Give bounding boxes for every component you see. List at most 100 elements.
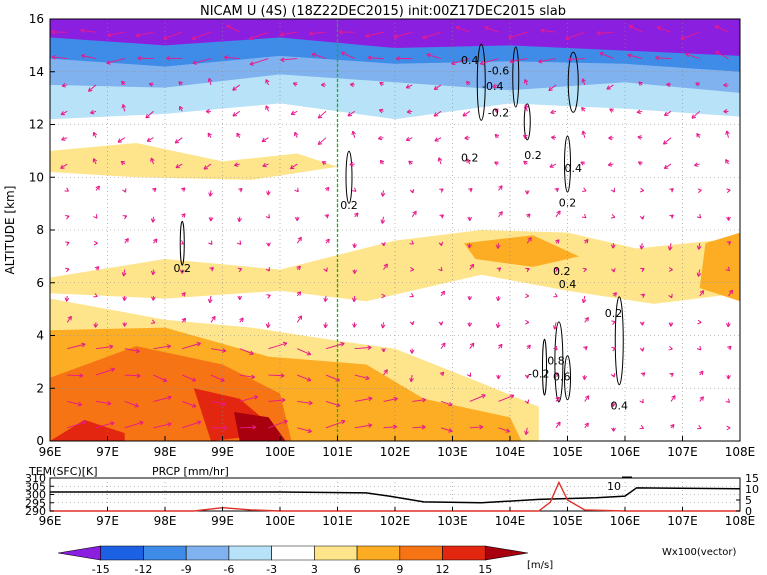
wind-vector	[669, 243, 672, 251]
wind-vector-head	[639, 215, 645, 220]
contour-line	[512, 46, 520, 108]
wind-vector-head	[524, 374, 530, 379]
wind-vector-head	[549, 163, 554, 168]
wind-vector	[226, 25, 240, 33]
wind-vector-head	[553, 346, 558, 351]
wind-vector-head	[524, 430, 529, 436]
contour-line	[564, 135, 571, 193]
wind-vector-head	[462, 112, 467, 117]
contour-label: -0.4	[482, 80, 503, 93]
wind-vector-head	[352, 297, 357, 303]
wind-vector-head	[696, 245, 702, 250]
wind-vector-head	[612, 292, 617, 297]
wind-vector	[325, 420, 346, 429]
wind-vector	[325, 342, 345, 350]
wind-vector	[714, 25, 729, 33]
precipitation-line	[50, 480, 740, 512]
wind-vector-head	[290, 164, 295, 170]
wind-vector-head	[80, 28, 85, 34]
wind-vector-head	[179, 269, 185, 274]
wind-vector-head	[481, 394, 486, 399]
wind-vector	[297, 374, 312, 382]
contour-line	[567, 51, 579, 113]
wind-vector-head	[64, 297, 70, 302]
wind-vector	[508, 31, 528, 39]
wind-vector-head	[441, 342, 446, 348]
wind-vector-head	[65, 215, 70, 220]
wind-vector	[469, 426, 483, 429]
wind-vector-head	[396, 56, 401, 61]
wind-vector-head	[611, 427, 616, 432]
wind-vector-head	[583, 346, 588, 351]
wind-vector	[549, 163, 557, 168]
contour-line	[614, 296, 624, 386]
wind-vector-head	[606, 85, 611, 90]
wind-vector-head	[662, 140, 668, 145]
wind-vector	[182, 400, 197, 408]
wind-vector-head	[351, 187, 357, 192]
wind-vector	[433, 84, 442, 90]
wind-vector-head	[638, 81, 643, 86]
wind-vector	[51, 56, 68, 60]
contour-labels: 0.4-0.6-0.4-0.20.2 0.20.40.20.20.2 0.20.40…	[174, 54, 629, 413]
wind-vector-head	[77, 401, 83, 407]
wind-vector	[232, 84, 241, 91]
wind-vector-head	[191, 35, 197, 41]
colorbar-cell	[271, 545, 315, 561]
wind-vector	[548, 84, 557, 91]
wind-vector-head	[548, 86, 553, 92]
x-tick-label: 97E	[96, 445, 119, 459]
surface-x-tick-label: 98E	[154, 514, 177, 528]
wind-vector-head	[250, 374, 256, 380]
wind-vector	[584, 395, 590, 402]
x-tick-label: 102E	[380, 445, 411, 459]
wind-vector-head	[122, 322, 128, 327]
y-tick-label: 6	[36, 276, 44, 290]
contour-line	[564, 355, 571, 401]
wind-vector-head	[191, 377, 197, 382]
wind-vector-head	[265, 323, 271, 328]
x-tick-label: 101E	[322, 445, 353, 459]
wind-vector-head	[527, 236, 532, 242]
wind-vector	[210, 400, 226, 405]
surface-x-tick-label: 96E	[39, 514, 62, 528]
wind-vector-head	[67, 315, 72, 321]
colorbar-cell	[356, 545, 401, 561]
surface-left-tick-label: 310	[25, 472, 46, 485]
wind-vector	[656, 26, 672, 33]
wind-vector-head	[208, 192, 213, 197]
wind-vector-head	[728, 289, 734, 295]
wind-vector	[354, 424, 373, 429]
contour-label: -0.2	[488, 107, 509, 120]
wind-vector	[469, 394, 486, 402]
contour-line	[554, 321, 564, 403]
wind-vector-head	[365, 33, 370, 38]
wind-vector-head	[95, 185, 100, 191]
surface-left-tick-label: 295	[25, 497, 46, 510]
wind-vector-head	[283, 419, 288, 425]
wind-vector	[95, 400, 112, 405]
wind-vector-head	[524, 293, 530, 299]
wind-vector-head	[439, 214, 444, 219]
wind-vector-head	[223, 425, 228, 431]
wind-vector-head	[51, 29, 56, 35]
wind-vector-head	[381, 241, 386, 247]
wind-vector-head	[655, 55, 660, 61]
wind-vector-head	[551, 135, 556, 140]
wind-vector-head	[163, 35, 168, 40]
wind-vector	[67, 343, 86, 350]
wind-vector-head	[308, 400, 313, 406]
wind-vector-head	[715, 51, 720, 56]
wind-vector	[311, 53, 327, 60]
wind-vector-head	[466, 372, 472, 377]
wind-vector	[715, 51, 729, 60]
wind-vector-head	[538, 59, 543, 64]
wind-vector	[411, 210, 417, 218]
wind-vector-head	[611, 320, 616, 325]
wind-vector-head	[122, 296, 127, 301]
wind-vector	[484, 26, 499, 33]
wind-vector	[224, 56, 240, 60]
wind-vector-head	[584, 317, 589, 322]
wind-vector	[297, 348, 311, 356]
